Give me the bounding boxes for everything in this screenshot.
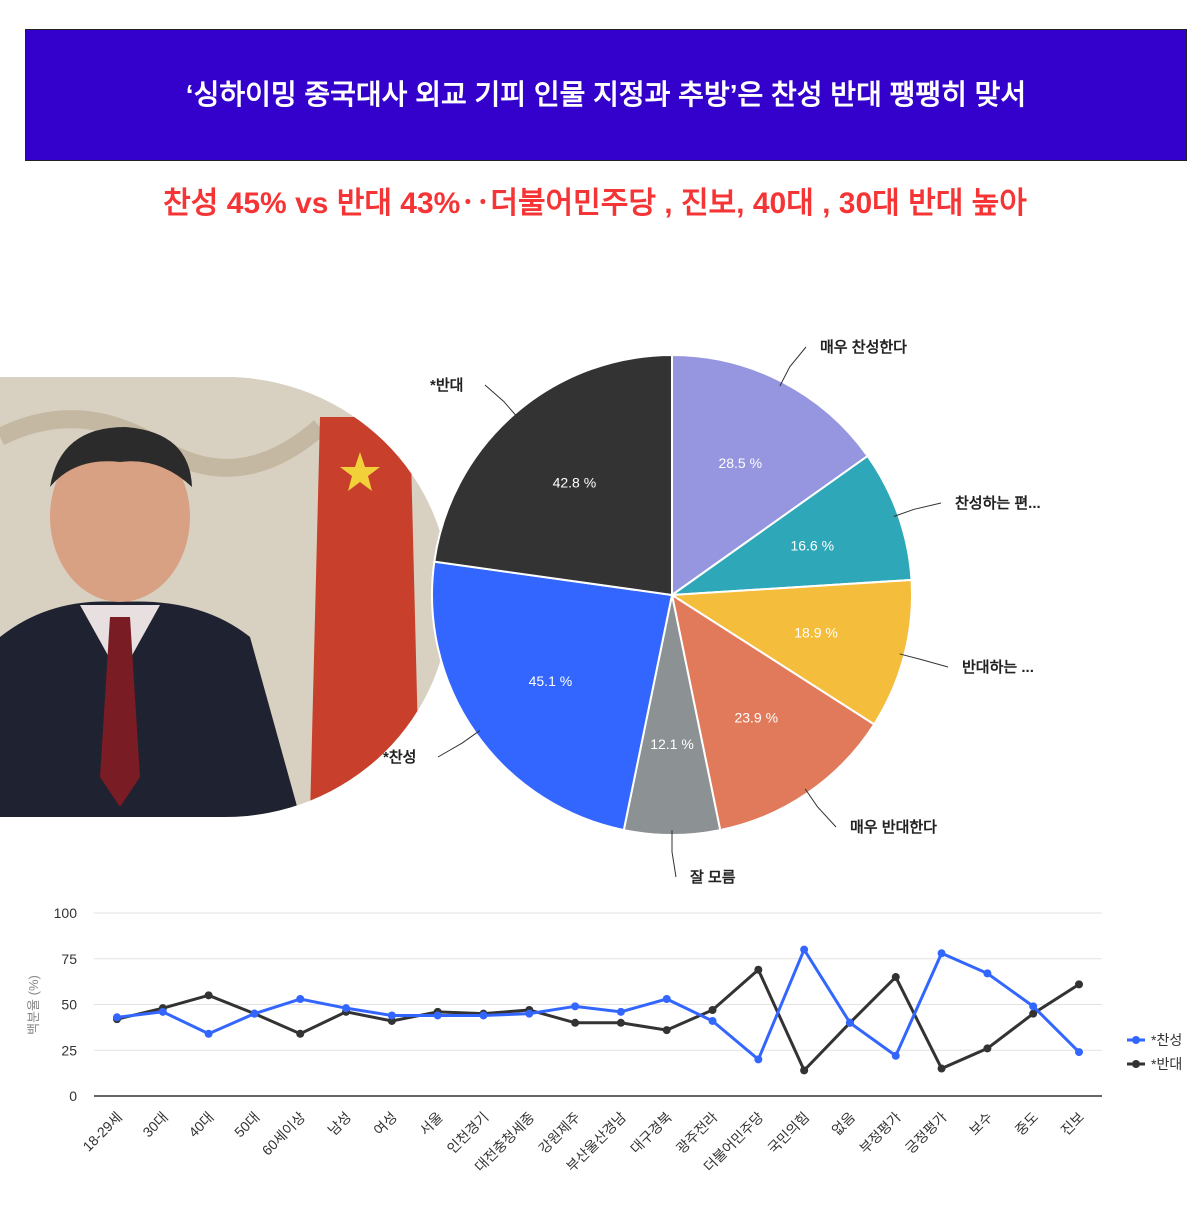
x-tick-label: 부정평가 xyxy=(856,1109,904,1157)
data-point xyxy=(845,1018,854,1027)
data-point xyxy=(204,991,213,1000)
data-point xyxy=(616,1018,625,1027)
x-tick-label: 중도 xyxy=(1012,1109,1042,1139)
page-subtitle: 찬성 45% vs 반대 43%‥더불어민주당 , 진보, 40대 , 30대 … xyxy=(163,187,1027,220)
data-point xyxy=(616,1007,625,1016)
slice-category-label: 잘 모름 xyxy=(690,868,736,886)
x-tick-label: 없음 xyxy=(829,1109,859,1139)
series-line xyxy=(116,946,1081,1062)
data-point xyxy=(800,1066,809,1075)
data-point xyxy=(662,995,671,1004)
title-banner: ‘싱하이밍 중국대사 외교 기피 인물 지정과 추방’은 찬성 반대 팽팽히 맞… xyxy=(25,29,1187,161)
data-point xyxy=(1029,1002,1038,1011)
leader-line xyxy=(779,346,807,387)
data-point xyxy=(433,1011,442,1020)
pie-chart: 28.5 % 매우 찬성한다 16.6 % 찬성하는 편... 18.9 % 반대하는 .… xyxy=(383,338,1041,886)
data-point xyxy=(296,1029,305,1038)
slice-value-label: 42.8 % xyxy=(553,475,597,491)
data-point xyxy=(662,1026,671,1035)
data-point xyxy=(937,949,946,958)
x-tick-label: 보수 xyxy=(966,1109,996,1139)
legend-marker xyxy=(1132,1060,1140,1068)
data-point xyxy=(296,995,305,1004)
series-line xyxy=(116,967,1080,1074)
leader-line xyxy=(437,730,481,758)
legend-label: *찬성 xyxy=(1151,1032,1182,1048)
data-point xyxy=(754,965,763,974)
data-point xyxy=(342,1004,351,1013)
x-tick-label: 30대 xyxy=(139,1109,170,1140)
x-tick-label: 서울 xyxy=(416,1109,446,1139)
leader-line xyxy=(671,830,677,878)
data-point xyxy=(387,1016,396,1025)
slice-category-label: 매우 반대한다 xyxy=(850,819,937,836)
slice-value-label: 45.1 % xyxy=(529,673,573,689)
data-point xyxy=(387,1011,396,1020)
slice-value-label: 18.9 % xyxy=(794,624,838,640)
data-point xyxy=(891,1051,900,1060)
y-axis-label: 백분율 (%) xyxy=(26,975,41,1035)
slice-value-label: 23.9 % xyxy=(734,710,778,726)
data-point xyxy=(754,1055,763,1064)
data-point xyxy=(708,1005,717,1014)
x-tick-label: 60세이상 xyxy=(259,1109,309,1159)
data-point xyxy=(571,1002,580,1011)
leader-line xyxy=(893,502,942,517)
data-point xyxy=(204,1029,213,1038)
page-title: ‘싱하이밍 중국대사 외교 기피 인물 지정과 추방’은 찬성 반대 팽팽히 맞… xyxy=(185,78,1027,110)
slice-category-label: 반대하는 ... xyxy=(962,659,1034,676)
x-tick-label: 18-29세 xyxy=(79,1109,125,1155)
slice-category-label: 매우 찬성한다 xyxy=(820,338,907,356)
data-point xyxy=(708,1016,717,1025)
x-tick-label: 50대 xyxy=(231,1109,262,1140)
data-point xyxy=(479,1011,488,1020)
ambassador-photo xyxy=(0,377,450,817)
y-tick-label: 50 xyxy=(61,997,77,1013)
data-point xyxy=(1075,980,1083,989)
x-tick-label: 40대 xyxy=(185,1109,216,1140)
slice-value-label: 28.5 % xyxy=(718,455,762,471)
y-tick-label: 75 xyxy=(61,951,77,967)
x-tick-label: 대구경북 xyxy=(627,1109,675,1157)
x-tick-label: 여성 xyxy=(370,1109,400,1139)
x-tick-label: 국민의힘 xyxy=(765,1109,813,1157)
slice-value-label: 16.6 % xyxy=(790,537,834,553)
leader-line xyxy=(804,788,837,828)
y-tick-label: 25 xyxy=(61,1042,77,1058)
x-tick-label: 긍정평가 xyxy=(902,1109,950,1157)
slice-category-label: 찬성하는 편... xyxy=(955,494,1041,512)
slice-category-label: *반대 xyxy=(430,377,463,394)
data-point xyxy=(937,1064,946,1073)
leader-line xyxy=(484,384,519,418)
data-point xyxy=(158,1007,167,1016)
data-point xyxy=(1075,1048,1083,1057)
x-tick-label: 진보 xyxy=(1058,1109,1088,1139)
data-point xyxy=(525,1009,534,1018)
data-point xyxy=(983,969,992,978)
data-point xyxy=(983,1044,992,1053)
data-point xyxy=(800,945,809,954)
data-point xyxy=(571,1018,580,1027)
legend-label: *반대 xyxy=(1151,1056,1182,1072)
slice-category-label: *찬성 xyxy=(383,748,416,766)
slice-value-label: 12.1 % xyxy=(650,736,694,752)
y-tick-label: 0 xyxy=(69,1088,77,1104)
legend-marker xyxy=(1132,1036,1140,1044)
data-point xyxy=(891,973,900,982)
y-tick-label: 100 xyxy=(54,905,78,921)
leader-line xyxy=(899,653,949,668)
data-point xyxy=(1029,1009,1038,1018)
x-tick-label: 남성 xyxy=(325,1109,355,1139)
data-point xyxy=(113,1013,121,1022)
data-point xyxy=(250,1009,259,1018)
